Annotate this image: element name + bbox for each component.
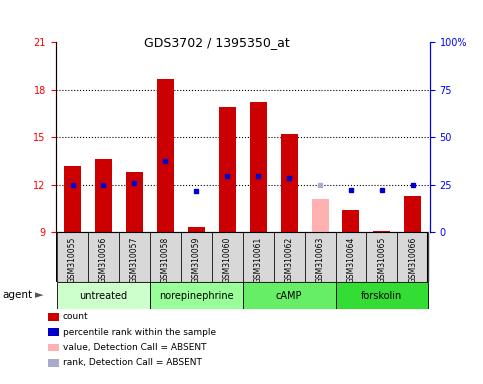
Text: GSM310064: GSM310064 bbox=[346, 236, 355, 283]
Bar bbox=[305, 232, 336, 282]
Bar bbox=[274, 232, 305, 282]
Bar bbox=[57, 232, 88, 282]
Text: GSM310061: GSM310061 bbox=[254, 236, 263, 283]
Text: ►: ► bbox=[35, 290, 43, 300]
Bar bbox=[281, 134, 298, 232]
Text: value, Detection Call = ABSENT: value, Detection Call = ABSENT bbox=[63, 343, 206, 352]
Bar bbox=[95, 159, 112, 232]
Bar bbox=[242, 282, 336, 309]
Bar bbox=[336, 282, 428, 309]
Text: GSM310066: GSM310066 bbox=[408, 236, 417, 283]
Text: GSM310057: GSM310057 bbox=[130, 236, 139, 283]
Text: GSM310060: GSM310060 bbox=[223, 236, 232, 283]
Bar bbox=[367, 232, 398, 282]
Bar bbox=[250, 103, 267, 232]
Bar bbox=[212, 232, 242, 282]
Text: cAMP: cAMP bbox=[276, 291, 302, 301]
Bar bbox=[373, 231, 390, 232]
Bar bbox=[64, 166, 81, 232]
Text: GSM310055: GSM310055 bbox=[68, 236, 77, 283]
Bar bbox=[150, 282, 242, 309]
Bar bbox=[404, 196, 421, 232]
Text: agent: agent bbox=[2, 290, 32, 300]
Text: norepinephrine: norepinephrine bbox=[159, 291, 234, 301]
Bar bbox=[336, 232, 367, 282]
Bar bbox=[219, 107, 236, 232]
Text: GSM310063: GSM310063 bbox=[315, 236, 325, 283]
Text: GSM310062: GSM310062 bbox=[284, 236, 294, 283]
Text: GSM310059: GSM310059 bbox=[192, 236, 201, 283]
Bar bbox=[57, 282, 150, 309]
Text: GDS3702 / 1395350_at: GDS3702 / 1395350_at bbox=[144, 36, 290, 50]
Bar bbox=[312, 199, 328, 232]
Bar bbox=[188, 227, 205, 232]
Text: forskolin: forskolin bbox=[361, 291, 402, 301]
Bar bbox=[126, 172, 143, 232]
Bar bbox=[398, 232, 428, 282]
Text: rank, Detection Call = ABSENT: rank, Detection Call = ABSENT bbox=[63, 358, 202, 367]
Bar bbox=[119, 232, 150, 282]
Bar bbox=[242, 232, 274, 282]
Text: GSM310056: GSM310056 bbox=[99, 236, 108, 283]
Bar bbox=[342, 210, 359, 232]
Text: GSM310065: GSM310065 bbox=[377, 236, 386, 283]
Bar bbox=[157, 79, 174, 232]
Bar bbox=[150, 232, 181, 282]
Bar bbox=[181, 232, 212, 282]
Bar bbox=[88, 232, 119, 282]
Text: count: count bbox=[63, 312, 88, 321]
Text: untreated: untreated bbox=[79, 291, 128, 301]
Text: percentile rank within the sample: percentile rank within the sample bbox=[63, 328, 216, 337]
Text: GSM310058: GSM310058 bbox=[161, 236, 170, 283]
